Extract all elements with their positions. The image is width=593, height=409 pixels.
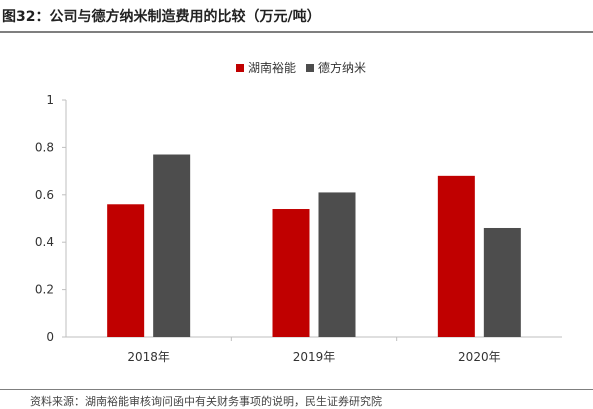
y-tick-label: 0.8 (35, 140, 54, 154)
chart-title: 图32：公司与德方纳米制造费用的比较（万元/吨） (2, 9, 321, 25)
legend-label-series-1: 湖南裕能 (248, 61, 297, 75)
legend-item-series-2: 德方纳米 (306, 59, 366, 76)
bar-1-1 (107, 204, 145, 337)
x-tick-label: 2019年 (293, 350, 336, 364)
bar-1-2 (272, 209, 310, 337)
bar-2-3 (483, 227, 521, 337)
bar-2-1 (153, 154, 191, 337)
y-tick-label: 1 (46, 93, 54, 107)
y-tick-label: 0.6 (35, 188, 54, 202)
source-divider (0, 389, 593, 390)
bar-chart: 0 0.2 0.4 0.6 0.8 1 2018年 2019年 2020年 (35, 93, 562, 364)
title-divider (0, 31, 593, 33)
y-tick-label: 0.2 (35, 283, 54, 297)
source-note: 资料来源：湖南裕能审核询问函中有关财务事项的说明，民生证券研究院 (30, 395, 382, 408)
bar-2-2 (318, 192, 356, 337)
x-tick-label: 2018年 (127, 350, 170, 364)
legend-swatch-series-1 (236, 63, 244, 72)
legend-label-series-2: 德方纳米 (318, 61, 367, 75)
y-tick-label: 0 (46, 330, 54, 344)
legend-item-series-1: 湖南裕能 (236, 59, 296, 76)
legend: 湖南裕能 德方纳米 (236, 59, 376, 76)
y-tick-label: 0.4 (35, 235, 54, 249)
legend-swatch-series-2 (306, 63, 315, 72)
x-tick-label: 2020年 (458, 350, 501, 364)
bar-1-3 (437, 175, 475, 337)
